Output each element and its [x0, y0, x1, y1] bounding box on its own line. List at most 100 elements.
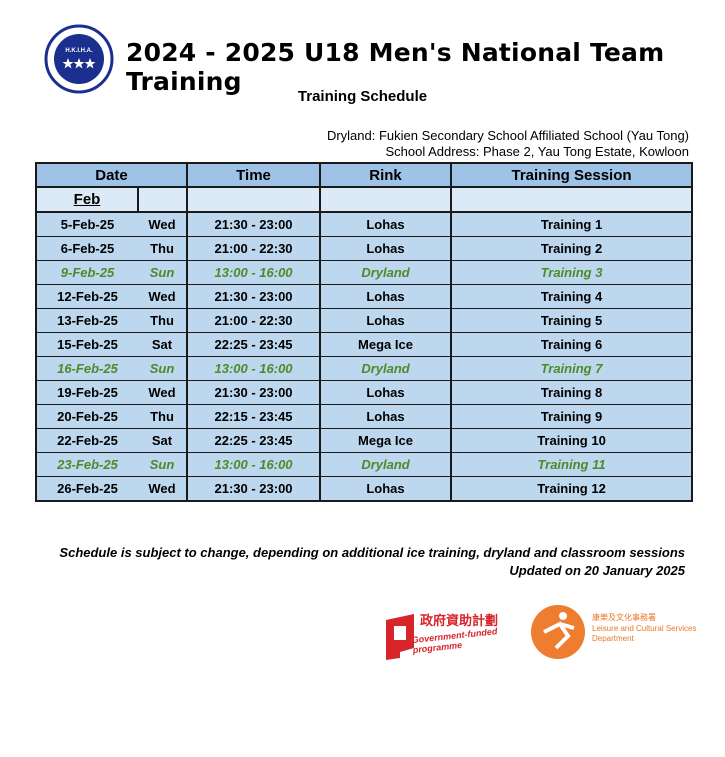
- schedule-row: 9-Feb-25 Sun 13:00 - 16:00 Dryland Training …: [35, 260, 694, 285]
- column-header: Time: [186, 162, 322, 188]
- header-row: Date Time Rink Training Session: [34, 162, 694, 188]
- date-cell: 16-Feb-25: [35, 356, 138, 381]
- session-cell: Training 11: [451, 452, 694, 477]
- column-header: Rink: [319, 162, 453, 188]
- day-cell: Thu: [138, 236, 189, 261]
- time-cell: 21:00 - 22:30: [187, 236, 322, 261]
- date-cell: 23-Feb-25: [35, 452, 138, 477]
- time-cell: 13:00 - 16:00: [187, 452, 322, 477]
- schedule-row: 6-Feb-25 Thu 21:00 - 22:30 Lohas Training 2: [35, 236, 694, 261]
- date-cell: 5-Feb-25: [35, 211, 138, 237]
- session-cell: Training 2: [451, 236, 694, 261]
- cell: [136, 186, 189, 213]
- subtitle: Training Schedule: [297, 88, 428, 105]
- gov-funded-logo: 政府資助計劃 Government-funded programme: [380, 606, 510, 662]
- cell: [186, 186, 322, 213]
- schedule-row: 13-Feb-25 Thu 21:00 - 22:30 Lohas Training 5: [35, 308, 694, 333]
- rink-cell: Dryland: [320, 260, 453, 285]
- day-cell: Wed: [138, 211, 189, 237]
- dryland-venue: Dryland: Fukien Secondary School Affilia…: [326, 128, 689, 143]
- day-cell: Sat: [138, 428, 189, 453]
- rink-cell: Lohas: [320, 404, 453, 429]
- column-header: Training Session: [450, 162, 694, 188]
- rink-cell: Dryland: [320, 452, 453, 477]
- time-cell: 13:00 - 16:00: [187, 260, 322, 285]
- date-cell: 13-Feb-25: [35, 308, 138, 333]
- date-cell: 20-Feb-25: [35, 404, 138, 429]
- cell: [450, 186, 694, 213]
- time-cell: 21:30 - 23:00: [187, 476, 322, 502]
- rink-cell: Mega Ice: [320, 332, 453, 357]
- day-cell: Wed: [138, 380, 189, 405]
- date-cell: 22-Feb-25: [35, 428, 138, 453]
- footnote: Schedule is subject to change, depending…: [59, 545, 685, 560]
- session-cell: Training 3: [451, 260, 694, 285]
- logo-text: H.K.I.H.A.: [65, 48, 93, 54]
- month-row: Feb: [35, 186, 694, 213]
- session-cell: Training 8: [451, 380, 694, 405]
- day-cell: Sun: [138, 260, 189, 285]
- date-cell: 6-Feb-25: [35, 236, 138, 261]
- rink-cell: Lohas: [320, 476, 453, 502]
- month: Feb: [35, 186, 139, 213]
- lcsd-zh: 康樂及文化事務署: [592, 613, 656, 622]
- time-cell: 21:00 - 22:30: [187, 308, 322, 333]
- session-cell: Training 12: [451, 476, 694, 502]
- day-cell: Sun: [138, 452, 189, 477]
- column-header: Date: [34, 162, 189, 188]
- day-cell: Sun: [138, 356, 189, 381]
- rink-cell: Lohas: [320, 308, 453, 333]
- session-cell: Training 4: [451, 284, 694, 309]
- date-cell: 19-Feb-25: [35, 380, 138, 405]
- time-cell: 13:00 - 16:00: [187, 356, 322, 381]
- association-logo: H.K.I.H.A.: [44, 24, 114, 94]
- day-cell: Wed: [138, 476, 189, 502]
- time-cell: 22:25 - 23:45: [187, 332, 322, 357]
- rink-cell: Lohas: [320, 380, 453, 405]
- lcsd-icon: [531, 605, 585, 659]
- date-cell: 26-Feb-25: [35, 476, 138, 502]
- time-cell: 22:25 - 23:45: [187, 428, 322, 453]
- rink-cell: Dryland: [320, 356, 453, 381]
- footer: Schedule is subject to change, depending…: [59, 544, 685, 580]
- day-cell: Sat: [138, 332, 189, 357]
- rink-cell: Mega Ice: [320, 428, 453, 453]
- schedule-row: 26-Feb-25 Wed 21:30 - 23:00 Lohas Training 1…: [35, 476, 694, 502]
- table-body: Feb 5-Feb-25 Wed 21:30 - 23:00 Lohas Trainin…: [35, 186, 694, 502]
- cell: [319, 186, 453, 213]
- rink-cell: Lohas: [320, 284, 453, 309]
- session-cell: Training 9: [451, 404, 694, 429]
- updated-date: Updated on 20 January 2025: [509, 563, 685, 578]
- gov-en: Government-funded programme: [411, 626, 498, 656]
- school-address: School Address: Phase 2, Yau Tong Estate…: [385, 144, 689, 159]
- gov-zh: 政府資助計劃: [420, 613, 499, 628]
- time-cell: 21:30 - 23:00: [187, 380, 322, 405]
- lcsd-en: Leisure and Cultural Services Department: [592, 624, 697, 643]
- schedule-row: 12-Feb-25 Wed 21:30 - 23:00 Lohas Training 4: [35, 284, 694, 309]
- day-cell: Thu: [138, 308, 189, 333]
- schedule-row: 19-Feb-25 Wed 21:30 - 23:00 Lohas Training 8: [35, 380, 694, 405]
- session-cell: Training 5: [451, 308, 694, 333]
- schedule-table: Date Time Rink Training Session Feb 5-Fe…: [34, 162, 694, 502]
- schedule-row: 22-Feb-25 Sat 22:25 - 23:45 Mega Ice Trainin…: [35, 428, 694, 453]
- title: 2024 - 2025 U18 Men's National Team Trai…: [126, 38, 665, 96]
- date-cell: 12-Feb-25: [35, 284, 138, 309]
- schedule-row: 23-Feb-25 Sun 13:00 - 16:00 Dryland Training…: [35, 452, 694, 477]
- session-cell: Training 6: [451, 332, 694, 357]
- time-cell: 22:15 - 23:45: [187, 404, 322, 429]
- schedule-row: 16-Feb-25 Sun 13:00 - 16:00 Dryland Training…: [35, 356, 694, 381]
- schedule-row: 20-Feb-25 Thu 22:15 - 23:45 Lohas Training 9: [35, 404, 694, 429]
- date-cell: 15-Feb-25: [35, 332, 138, 357]
- day-cell: Wed: [138, 284, 189, 309]
- rink-cell: Lohas: [320, 236, 453, 261]
- schedule-row: 5-Feb-25 Wed 21:30 - 23:00 Lohas Training 1: [35, 211, 694, 237]
- date-cell: 9-Feb-25: [35, 260, 138, 285]
- venue-info: Dryland: Fukien Secondary School Affilia…: [327, 128, 689, 160]
- day-cell: Thu: [138, 404, 189, 429]
- gov-icon: [386, 614, 414, 660]
- time-cell: 21:30 - 23:00: [187, 284, 322, 309]
- rink-cell: Lohas: [320, 211, 453, 237]
- session-cell: Training 7: [451, 356, 694, 381]
